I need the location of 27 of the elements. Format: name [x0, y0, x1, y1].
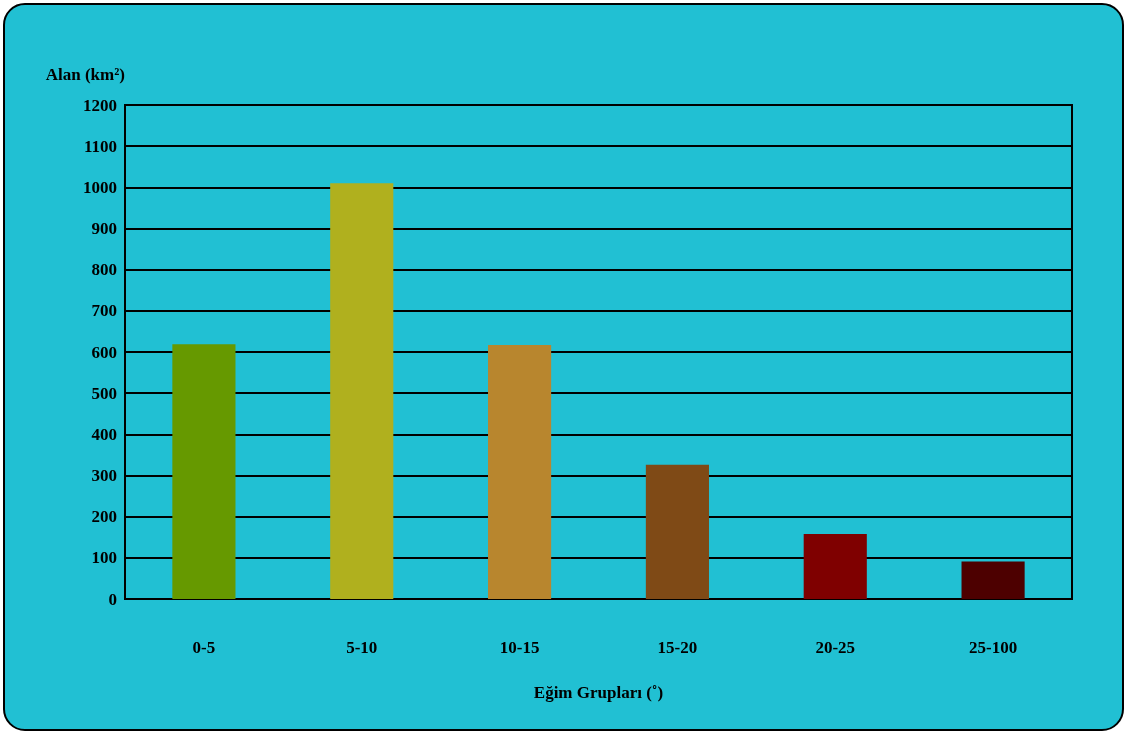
y-tick-label: 200: [91, 507, 117, 527]
x-tick-label: 5-10: [346, 638, 378, 657]
x-axis-title: Eğim Grupları (˚): [533, 683, 664, 702]
x-tick-label: 0-5: [192, 638, 216, 657]
y-tick-label: 0: [108, 589, 117, 609]
bar: [645, 464, 709, 599]
y-tick-label: 300: [91, 466, 117, 485]
y-axis-title: Alan (km²): [45, 65, 125, 84]
y-tick-label: 800: [91, 260, 117, 280]
bar: [330, 183, 394, 599]
x-tick-label: 20-25: [815, 638, 856, 657]
y-tick-label: 1100: [83, 136, 117, 156]
y-tick-label: 600: [91, 342, 117, 362]
x-tick-label: 10-15: [499, 638, 540, 657]
y-tick-label: 1000: [83, 177, 117, 197]
y-tick-label: 400: [91, 424, 117, 444]
y-tick-label: 700: [91, 301, 117, 321]
y-tick-label: 100: [91, 548, 117, 568]
x-tick-label: 15-20: [657, 638, 698, 657]
y-tick-label: 1200: [83, 95, 117, 115]
y-tick-label: 900: [91, 219, 117, 238]
bar: [803, 533, 867, 599]
x-tick-label: 25-100: [969, 638, 1018, 657]
bar: [961, 561, 1025, 599]
bar: [172, 344, 236, 599]
y-tick-label: 500: [91, 383, 117, 403]
bar: [488, 345, 552, 599]
